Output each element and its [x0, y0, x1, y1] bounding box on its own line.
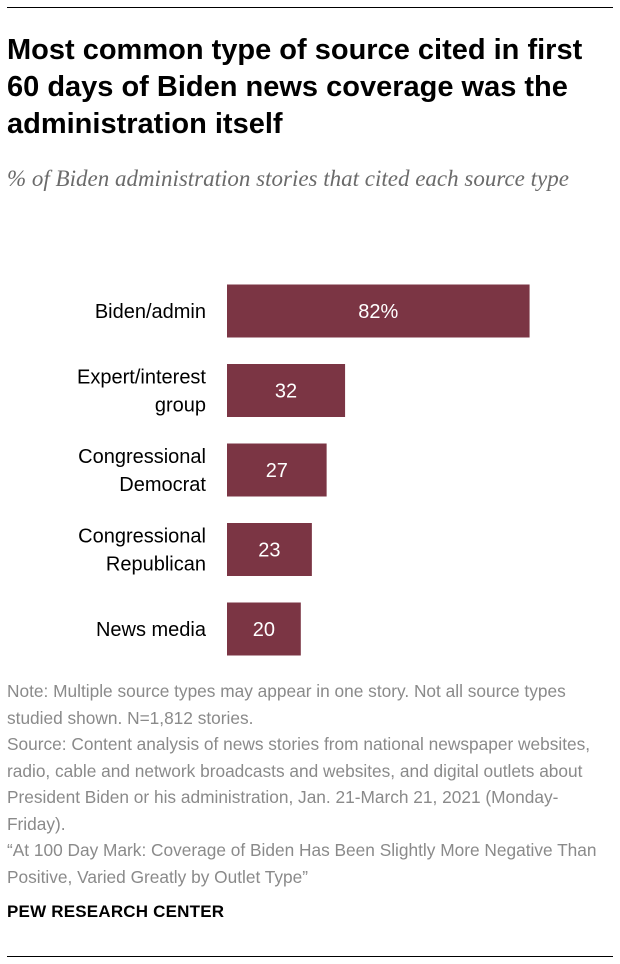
- category-label-line: Biden/admin: [95, 301, 206, 323]
- bar-0: [227, 284, 530, 338]
- bar-4: [227, 602, 301, 656]
- pew-logo-text: PEW RESEARCH CENTER: [7, 902, 225, 921]
- bottom-rule: [7, 956, 613, 957]
- top-rule: [7, 7, 613, 8]
- category-label-line: Congressional: [78, 526, 206, 548]
- category-label-line: News media: [96, 619, 207, 641]
- bar-value-label-4: 20: [253, 619, 275, 641]
- category-label-4: News media: [96, 619, 207, 641]
- note-text: Note: Multiple source types may appear i…: [7, 681, 566, 728]
- category-label-1: Expert/interest group: [77, 367, 206, 417]
- bar-value-label-1: 32: [275, 381, 297, 403]
- category-label-line: Congressional: [78, 446, 206, 468]
- report-citation: “At 100 Day Mark: Coverage of Biden Has …: [7, 840, 597, 887]
- category-label-3: Congressional Republican: [78, 526, 206, 576]
- bar-value-label-0: 82%: [358, 301, 398, 323]
- category-label-line: group: [155, 395, 206, 417]
- category-label-line: Expert/interest: [77, 367, 206, 389]
- chart-notes: Note: Multiple source types may appear i…: [7, 678, 613, 890]
- bar-value-label-3: 23: [258, 540, 280, 562]
- chart-subtitle: % of Biden administration stories that c…: [7, 166, 569, 191]
- source-text: Source: Content analysis of news stories…: [7, 734, 591, 834]
- category-label-0: Biden/admin: [95, 301, 206, 323]
- bar-1: [227, 364, 346, 417]
- chart-title: Most common type of source cited in firs…: [7, 34, 583, 140]
- category-label-line: Democrat: [119, 474, 206, 496]
- bar-value-label-2: 27: [266, 460, 288, 482]
- bar-2: [227, 443, 327, 497]
- category-label-line: Republican: [106, 554, 206, 576]
- bar-chart: 82% Biden/admin 32 Expert/interest group 27 Co…: [77, 284, 530, 656]
- category-label-2: Congressional Democrat: [78, 446, 206, 496]
- bar-3: [227, 523, 312, 576]
